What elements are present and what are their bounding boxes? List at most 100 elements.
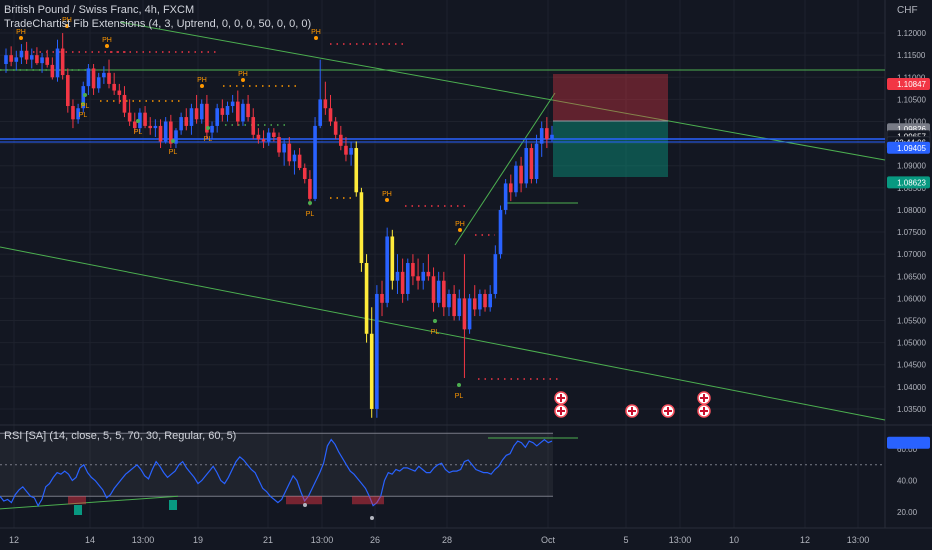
time-tick-label: 14 (85, 535, 95, 545)
candle-body (189, 108, 194, 126)
rsi-bull-signal-icon (169, 500, 177, 510)
time-tick-label: 21 (263, 535, 273, 545)
price-badge (887, 141, 930, 154)
candle-body (524, 148, 529, 184)
candle-body (426, 271, 431, 277)
candle-body (112, 83, 116, 91)
candle-body (400, 271, 405, 294)
rsi-value-badge (887, 436, 930, 449)
price-tick-label: 1.11500 (897, 51, 926, 60)
time-tick-label: 10 (729, 535, 739, 545)
candle-body (302, 167, 307, 179)
currency-label: CHF (897, 5, 918, 16)
candle-body (508, 183, 513, 193)
pivot-high-label: PH (62, 17, 72, 24)
pivot-low-dot (136, 119, 140, 123)
trendline-lower (0, 246, 886, 421)
take-profit-zone (553, 121, 668, 177)
candle-body (261, 139, 266, 142)
candle-body (472, 298, 477, 310)
rsi-trendline (0, 495, 179, 510)
price-badge-label: 1.10847 (897, 80, 926, 89)
candle-body (339, 134, 343, 146)
pivot-low-dot (206, 126, 210, 130)
stop-loss-zone (553, 74, 668, 121)
indicator-title[interactable]: TradeChartist Fib Extensions (4, 3, Uptr… (4, 18, 312, 30)
candle-body (205, 103, 209, 133)
candle-body (323, 99, 328, 109)
price-tick-label: 1.06500 (897, 272, 926, 281)
time-tick-label: 26 (370, 535, 380, 545)
price-tick-label: 1.08000 (897, 206, 926, 215)
price-tick-label: 1.07500 (897, 228, 926, 237)
rsi-line (0, 438, 553, 507)
candle-body (395, 271, 400, 281)
candle-body (550, 134, 554, 140)
pivot-low-dot (308, 201, 312, 205)
candle-body (277, 136, 281, 153)
candle-body (333, 121, 338, 135)
candle-body (498, 209, 503, 255)
candle-body (411, 263, 415, 277)
price-tick-label: 1.12000 (897, 29, 926, 38)
candle-body (179, 117, 183, 131)
rsi-oversold-fill (286, 496, 322, 505)
candle-body (40, 57, 44, 64)
rsi-oversold-fill (68, 496, 86, 505)
rsi-tick-label: 20.00 (897, 508, 918, 517)
time-tick-label: 13:00 (311, 535, 334, 545)
price-tick-label: 1.07000 (897, 250, 926, 259)
pivot-high-label: PH (311, 29, 321, 36)
pivot-markers: PH PL PH PL PH PL PH PL PH PL PH PL PH PL PH PL (16, 17, 465, 400)
candle-body (287, 143, 292, 162)
candle-body (45, 57, 50, 65)
rsi-axis: 60.00 40.00 20.00 (897, 445, 918, 517)
candle-body (375, 293, 379, 409)
pivot-low-label: PL (79, 112, 88, 119)
candle-body (14, 57, 19, 62)
candle-body (117, 90, 122, 95)
pivot-high-dot (200, 84, 204, 88)
time-tick-label: 13:00 (847, 535, 870, 545)
price-tick-label: 1.04000 (897, 383, 926, 392)
candle-body (416, 276, 420, 281)
candle-body (447, 293, 451, 308)
pivot-high-label: PH (455, 221, 465, 228)
price-badge (887, 78, 930, 91)
candle-body (251, 117, 256, 135)
pivot-high-dot (458, 228, 462, 232)
price-badge-label: 1.09405 (897, 144, 926, 153)
symbol-title[interactable]: British Pound / Swiss Franc, 4h, FXCM (4, 4, 195, 16)
time-tick-label: 12 (9, 535, 19, 545)
candle-body (313, 125, 317, 199)
rsi-pivot-dot (303, 503, 307, 507)
candle-body (71, 106, 75, 120)
price-tick-label: 1.09000 (897, 162, 926, 171)
candle-body (457, 298, 462, 317)
candle-body (349, 148, 353, 155)
candle-body (390, 236, 395, 281)
pivot-low-label: PL (169, 149, 178, 156)
candle-body (127, 112, 132, 122)
pivot-low-label: PL (306, 211, 315, 218)
candle-body (50, 64, 55, 78)
candle-body (369, 333, 374, 409)
time-axis: 12 14 13:00 19 21 13:00 26 28 Oct 5 13:00 10 12 13:00 (9, 535, 869, 545)
rsi-title[interactable]: RSI [SA] (14, close, 5, 5, 70, 30, Regul… (4, 430, 237, 442)
candle-body (81, 86, 86, 109)
candle-body (241, 103, 245, 122)
candle-body (359, 192, 364, 264)
candle-body (96, 77, 101, 89)
pivot-low-label: PL (81, 103, 90, 110)
price-tick-label: 1.06000 (897, 294, 926, 303)
candle-body (344, 145, 348, 155)
candle-body (86, 68, 91, 87)
candle-body (194, 108, 199, 120)
pivot-high-dot (19, 36, 23, 40)
candle-body (76, 108, 80, 120)
time-tick-label: 13:00 (669, 535, 692, 545)
rsi-oversold-fill (352, 496, 384, 505)
time-tick-label: 28 (442, 535, 452, 545)
candle-body (91, 68, 96, 89)
